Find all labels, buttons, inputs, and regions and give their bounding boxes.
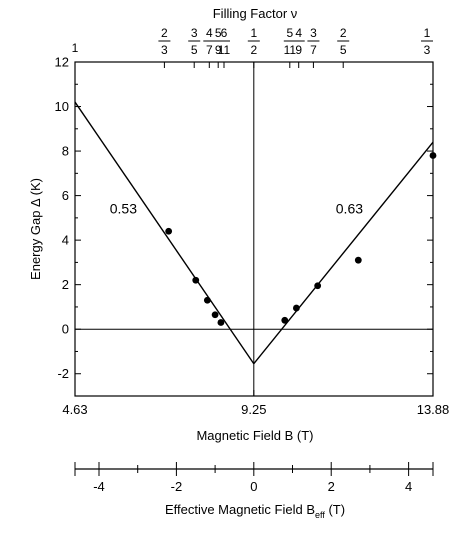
y-tick-label: 4 [62,233,69,248]
filling-factor-numerator: 2 [340,26,347,40]
effective-field-label-sub: eff [315,510,325,520]
data-point-left [203,296,211,304]
filling-factor-denominator: 3 [161,43,168,57]
y-tick-label: 10 [55,99,69,114]
x-tick-label: 9.25 [241,402,266,417]
data-point-right [429,152,437,159]
x-axis-label: Magnetic Field B (T) [196,428,313,443]
data-points [165,152,437,326]
data-point-right [292,304,300,312]
filling-factor-denominator: 7 [310,43,317,57]
filling-factor-numerator: 2 [161,26,168,40]
fit-line-right [253,141,434,365]
effective-field-tick-label: 4 [405,479,412,494]
y-axis-label: Energy Gap Δ (K) [28,178,43,280]
slope-annotations: 0.53 0.63 [110,200,363,216]
slope-annotation-right: 0.63 [336,200,363,216]
y-tick-label: -2 [57,366,69,381]
effective-field-label-unit: (T) [325,502,345,517]
data-point-right [314,282,322,290]
data-point-left [217,319,225,326]
filling-factor-end-label: 1 [72,41,79,55]
effective-field-axis-label: Effective Magnetic Field Beff (T) [165,502,345,520]
filling-factor-numerator: 3 [310,26,317,40]
y-tick-label: 12 [55,55,69,70]
effective-field-label-main: Effective Magnetic Field B [165,502,315,517]
filling-factor-numerator: 4 [295,26,302,40]
effective-field-tick-label: 2 [328,479,335,494]
x-axis-ticks: 4.63 9.25 13.88 [62,390,449,417]
filling-factor-denominator: 9 [215,43,222,57]
data-point-left [211,311,219,319]
data-point-left [192,276,200,284]
filling-factor-numerator: 5 [286,26,293,40]
filling-factor-numerator: 5 [215,26,222,40]
filling-factor-numerator: 6 [221,26,228,40]
guide-lines [75,62,433,396]
filling-factor-denominator: 7 [206,43,213,57]
filling-factor-denominator: 5 [340,43,347,57]
filling-factor-numerator: 1 [250,26,257,40]
fit-lines [74,101,434,365]
y-axis-ticks: -2 0 2 4 6 8 10 12 [55,55,433,397]
y-tick-label: 6 [62,188,69,203]
effective-field-tick-label: -2 [171,479,183,494]
filling-factor-end-denominator: 3 [424,43,431,57]
chart-title: Filling Factor ν [213,6,298,21]
effective-field-tick-label: 0 [250,479,257,494]
filling-factor-denominator: 11 [284,43,297,57]
x-tick-label: 4.63 [62,402,87,417]
filling-factor-end-numerator: 1 [424,26,431,40]
filling-factor-denominator: 5 [191,43,198,57]
filling-factor-denominator: 2 [250,43,257,57]
effective-field-tick-label: -4 [93,479,105,494]
slope-annotation-left: 0.53 [110,200,137,216]
y-tick-label: 2 [62,277,69,292]
effective-field-axis-ticks: -4 -2 0 2 4 [74,462,434,494]
data-point-right [354,256,362,264]
filling-factor-numerator: 3 [191,26,198,40]
y-tick-label: 8 [62,144,69,159]
data-point-left [165,227,173,235]
data-point-right [281,316,289,324]
filling-factor-denominator: 9 [295,43,302,57]
y-tick-label: 0 [62,322,69,337]
fit-line-left [74,101,255,365]
filling-factor-denominator: 11 [218,43,231,57]
x-tick-label: 13.88 [417,402,450,417]
filling-factor-numerator: 4 [206,26,213,40]
